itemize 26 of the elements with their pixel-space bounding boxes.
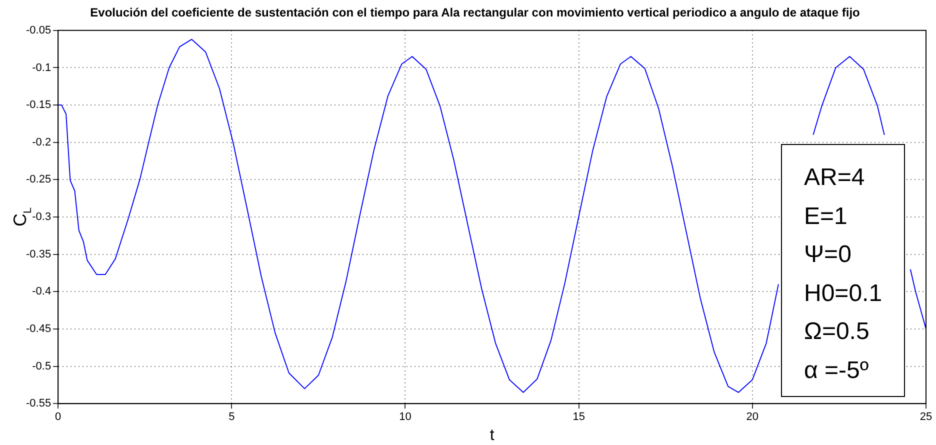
x-tick-label: 20 [746, 411, 759, 424]
y-tick-label: -0.5 [32, 360, 52, 372]
y-tick-label: -0.15 [26, 99, 52, 112]
x-tick-label: 10 [399, 411, 412, 424]
y-tick-label: -0.25 [26, 174, 52, 186]
annotation: AR=4 [804, 163, 866, 193]
annotation: Ψ=0 [804, 240, 852, 270]
y-tick-label: -0.1 [32, 62, 52, 74]
x-tick-label: 5 [228, 411, 235, 424]
annotation: Ω=0.5 [804, 317, 870, 347]
y-tick-label: -0.2 [32, 136, 52, 148]
y-tick-label: -0.3 [32, 211, 52, 224]
chart-title: Evolución del coeficiente de sustentación con el tiempo para Ala rectangular con movimiento vertical periodico a angulo de ataque fijo [90, 6, 860, 20]
annotation: α =-5º [804, 356, 870, 386]
x-axis-title: t [490, 426, 495, 444]
x-tick-label: 0 [55, 411, 62, 424]
x-tick-label: 25 [920, 411, 932, 424]
x-tick-label: 15 [572, 411, 585, 424]
y-axis-title: CL [10, 207, 34, 227]
y-tick-label: -0.45 [26, 322, 52, 335]
annotation: E=1 [804, 202, 848, 232]
y-tick-label: -0.05 [26, 24, 52, 36]
annotation: H0=0.1 [804, 278, 884, 308]
y-tick-label: -0.55 [26, 398, 52, 410]
y-tick-label: -0.4 [32, 286, 52, 298]
y-tick-label: -0.35 [26, 248, 52, 260]
